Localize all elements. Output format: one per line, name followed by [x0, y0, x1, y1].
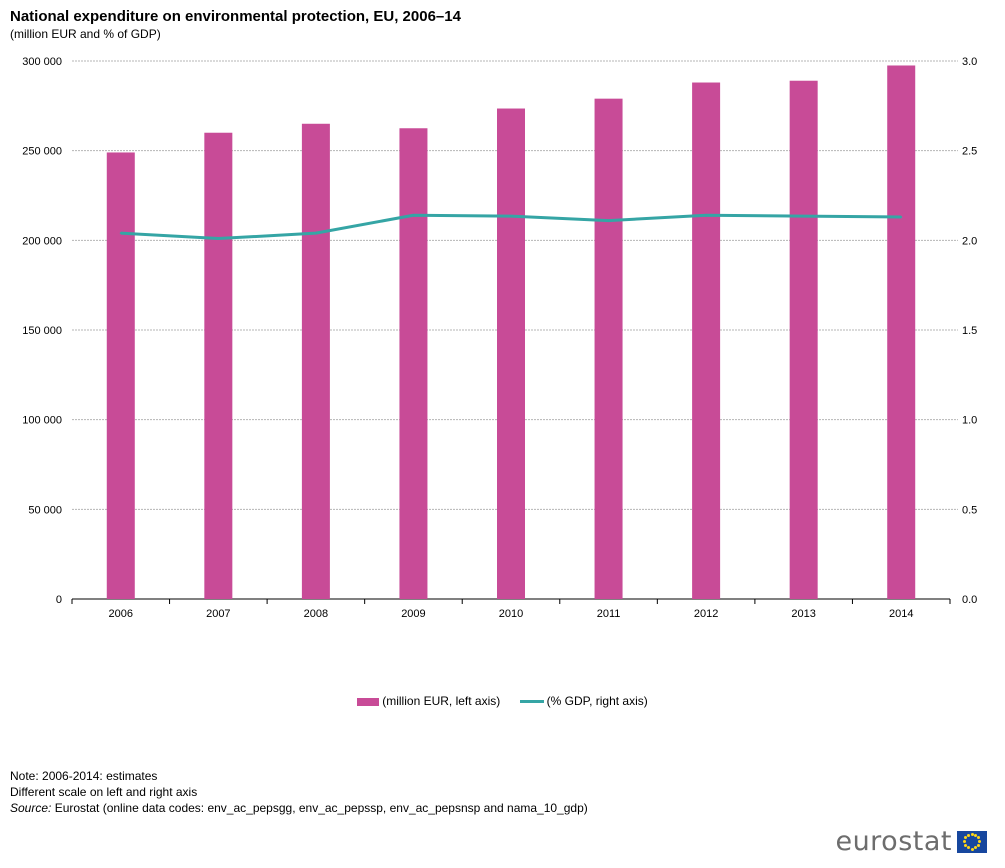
bar-2014 [887, 65, 916, 599]
bar-2012 [692, 82, 721, 599]
eu-flag-star [974, 833, 978, 837]
eu-flag-star [966, 833, 970, 837]
line-point-2012 [705, 214, 708, 217]
x-axis-tick-label: 2014 [889, 608, 913, 620]
eu-flag-star [970, 847, 974, 851]
eurostat-logo: eurostat [835, 826, 987, 857]
bar-2009 [399, 128, 428, 599]
eu-flag-star [974, 846, 978, 850]
bar-2013 [789, 80, 818, 599]
line-point-2009 [412, 214, 415, 217]
x-axis-tick-label: 2012 [694, 608, 718, 620]
x-axis-tick-label: 2011 [597, 608, 621, 620]
line-point-2008 [314, 232, 317, 235]
legend-line-swatch [519, 700, 544, 704]
eu-flag-star [976, 843, 980, 847]
left-axis-tick-label: 250 000 [22, 146, 62, 158]
left-axis-tick-label: 200 000 [22, 235, 62, 247]
eu-flag-star [978, 840, 981, 843]
note-scale: Different scale on left and right axis [10, 785, 198, 799]
eu-flag-star [970, 832, 974, 836]
eu-flag-star [966, 846, 970, 850]
left-axis-tick-label: 300 000 [22, 56, 62, 68]
x-axis-tick-label: 2010 [499, 608, 523, 620]
bar-2011 [594, 98, 623, 599]
right-axis-tick-label: 0.0 [962, 594, 977, 606]
x-axis-tick-label: 2013 [791, 608, 815, 620]
right-axis-tick-label: 1.5 [962, 325, 977, 337]
line-point-2013 [802, 215, 805, 218]
legend-item-bar: (million EUR, left axis) [357, 694, 500, 708]
right-axis-tick-label: 1.0 [962, 415, 977, 427]
legend-bar-swatch [357, 697, 380, 706]
right-axis-tick-label: 3.0 [962, 56, 977, 68]
line-point-2007 [217, 237, 220, 240]
line-point-2010 [510, 215, 512, 218]
legend-bar-label: (million EUR, left axis) [382, 693, 501, 708]
eu-flag-star [963, 840, 966, 843]
chart-subtitle: (million EUR and % of GDP) [10, 27, 161, 41]
chart-area: 0 50 000 100 000 150 000 200 000 250 000 300 0… [22, 56, 977, 620]
left-axis-tick-label: 100 000 [22, 415, 62, 427]
legend-line-label: (% GDP, right axis) [546, 693, 648, 708]
right-axis-tick-label: 0.5 [962, 504, 977, 516]
note-estimates: Note: 2006-2014: estimates [10, 769, 158, 783]
x-axis-tick-label: 2007 [206, 608, 230, 620]
eu-flag-star [964, 836, 967, 840]
chart-legend: (million EUR, left axis) (% GDP, right a… [0, 693, 1005, 708]
eu-flag-star [976, 836, 980, 840]
source-label: Source: [10, 801, 52, 815]
chart-title: National expenditure on environmental pr… [10, 8, 461, 25]
x-axis-tick-label: 2008 [304, 608, 328, 620]
line-point-2011 [607, 219, 610, 222]
line-point-2006 [119, 232, 122, 235]
bar-2010 [497, 108, 525, 600]
source-text: Eurostat (online data codes: env_ac_peps… [51, 801, 588, 815]
line-point-2014 [900, 216, 903, 219]
x-axis-tick-label: 2006 [109, 608, 133, 620]
left-axis-tick-label: 50 000 [28, 504, 62, 516]
right-axis-tick-label: 2.0 [962, 235, 977, 247]
chart-notes: Note: 2006-2014: estimates Different sca… [10, 768, 588, 816]
note-source: Source: Eurostat (online data codes: env… [10, 800, 588, 816]
eurostat-wordmark: eurostat [835, 826, 952, 857]
left-axis-tick-label: 0 [56, 594, 62, 606]
bar-2007 [204, 132, 233, 599]
left-axis-tick-label: 150 000 [22, 325, 62, 337]
right-axis-tick-label: 2.5 [962, 146, 977, 158]
x-axis-tick-label: 2009 [401, 608, 425, 620]
legend-item-line: (% GDP, right axis) [519, 693, 648, 708]
eu-flag-star [964, 843, 967, 847]
bar-2006 [106, 152, 135, 599]
eu-flag-icon [957, 830, 987, 853]
bar-2008 [301, 123, 330, 600]
